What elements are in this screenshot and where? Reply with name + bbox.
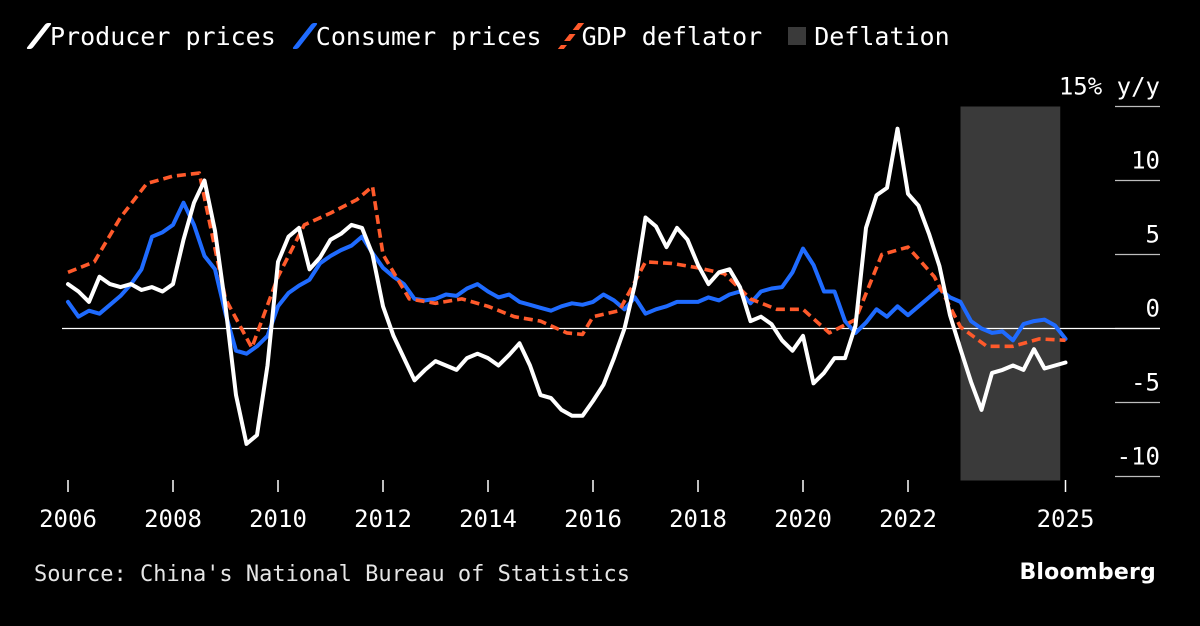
legend: Producer prices Consumer prices GDP defl… — [25, 16, 950, 56]
x-tick-label: 2018 — [669, 505, 727, 533]
deflation-shading-layer — [960, 106, 1061, 481]
legend-item-producer-prices[interactable]: Producer prices — [25, 21, 276, 51]
x-tick-label: 2016 — [564, 505, 622, 533]
x-tick-label: 2014 — [459, 505, 517, 533]
y-tick-label: 10 — [1131, 147, 1160, 175]
x-tick-label: 2020 — [774, 505, 832, 533]
producer-prices-line — [66, 126, 1068, 446]
y-tick-label: -10 — [1117, 443, 1160, 471]
legend-label-producer-prices: Producer prices — [50, 21, 276, 51]
x-tick-label: 2006 — [39, 505, 97, 533]
x-tick-label: 2025 — [1037, 505, 1095, 533]
x-tick-label: 2012 — [354, 505, 412, 533]
bloomberg-logo: Bloomberg — [1019, 560, 1156, 585]
y-gridlines — [62, 105, 1160, 478]
y-tick-label: -5 — [1131, 369, 1160, 397]
y-tick-label: 5 — [1146, 221, 1160, 249]
deflation-region — [960, 106, 1061, 481]
legend-label-consumer-prices: Consumer prices — [315, 21, 542, 51]
source-note: Source: China's National Bureau of Stati… — [34, 562, 631, 587]
legend-item-consumer-prices[interactable]: Consumer prices — [291, 21, 542, 51]
consumer-prices-line — [66, 200, 1068, 356]
y-tick-label: 15% y/y — [1059, 73, 1160, 101]
x-tick-label: 2022 — [879, 505, 937, 533]
legend-label-gdp-deflator: GDP deflator — [581, 21, 763, 51]
gdp-deflator-line — [67, 171, 1066, 350]
legend-item-gdp-deflator[interactable]: GDP deflator — [557, 21, 763, 51]
deflation-swatch-icon — [788, 27, 807, 45]
y-tick-label: 0 — [1146, 295, 1160, 323]
series-lines — [66, 126, 1068, 446]
axis-ticks: 15% y/y 10 5 0 -5 -10 2006 2008 2010 2012 2014 2016… — [39, 73, 1160, 534]
x-tick-label: 2008 — [144, 505, 202, 533]
legend-item-deflation[interactable]: Deflation — [788, 21, 950, 51]
x-tick-label: 2010 — [249, 505, 307, 533]
legend-label-deflation: Deflation — [814, 21, 950, 51]
